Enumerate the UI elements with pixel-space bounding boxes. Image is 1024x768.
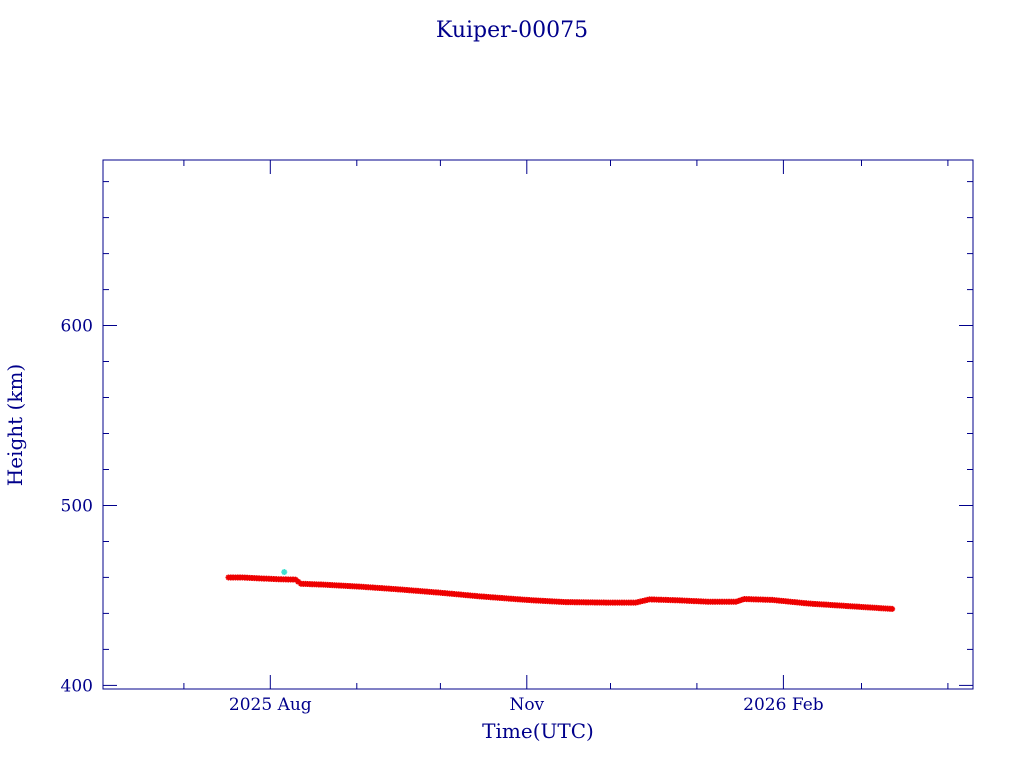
data-point — [295, 578, 302, 585]
data-point — [889, 605, 896, 612]
x-tick-label: Nov — [509, 695, 544, 715]
x-tick-label: 2026 Feb — [743, 695, 824, 715]
chart-title: Kuiper-00075 — [436, 18, 588, 43]
y-tick-label: 600 — [61, 317, 93, 337]
data-point — [738, 596, 745, 603]
plot-frame — [102, 159, 974, 690]
data-point — [292, 576, 299, 583]
y-axis-label: Height (km) — [3, 364, 27, 486]
series-1 — [281, 569, 288, 576]
data-point — [735, 597, 742, 604]
y-tick-label: 400 — [61, 676, 93, 696]
data-point — [732, 598, 739, 605]
y-tick-label: 500 — [61, 497, 93, 517]
tick-labels: 2025 Aug Nov 2026 Feb 400 500 600 — [61, 317, 824, 716]
series-0 — [225, 574, 896, 612]
x-axis-label: Time(UTC) — [482, 719, 594, 743]
outlier-point — [281, 569, 288, 576]
data-points — [225, 569, 896, 612]
axis-ticks — [103, 160, 973, 689]
x-tick-label: 2025 Aug — [229, 695, 312, 715]
